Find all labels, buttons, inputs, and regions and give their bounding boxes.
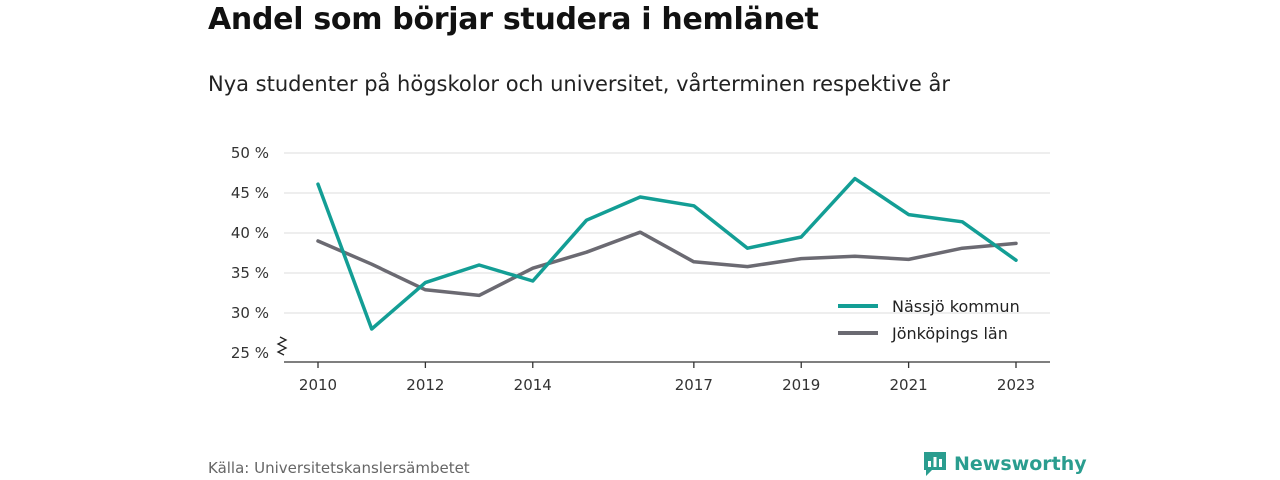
y-tick-label: 35 % bbox=[231, 264, 269, 282]
grid-lines bbox=[284, 152, 1050, 314]
series-lines bbox=[316, 176, 1018, 331]
axis-break-icon bbox=[276, 336, 288, 356]
y-tick-label: 45 % bbox=[231, 184, 269, 202]
x-tick-label: 2010 bbox=[299, 376, 337, 394]
chart-logo-icon bbox=[924, 452, 946, 476]
y-tick-label: 40 % bbox=[231, 224, 269, 242]
y-tick-label: 30 % bbox=[231, 304, 269, 322]
series-line-2 bbox=[316, 230, 1018, 298]
chart-subtitle: Nya studenter på högskolor och universit… bbox=[208, 72, 950, 96]
legend-label: Nässjö kommun bbox=[892, 297, 1020, 316]
brand-name: Newsworthy bbox=[954, 453, 1087, 475]
source-note: Källa: Universitetskanslersämbetet bbox=[208, 459, 470, 477]
brand-logo: Newsworthy bbox=[922, 450, 1087, 478]
x-tick-label: 2012 bbox=[406, 376, 444, 394]
y-tick-label: 50 % bbox=[231, 144, 269, 162]
y-axis-ticks: 25 % 30 % 35 % 40 % 45 % 50 % bbox=[231, 144, 288, 362]
x-tick-label: 2021 bbox=[890, 376, 928, 394]
chart-title: Andel som börjar studera i hemlänet bbox=[208, 2, 819, 37]
x-tick-label: 2023 bbox=[997, 376, 1035, 394]
x-tick-label: 2014 bbox=[514, 376, 552, 394]
x-axis: 2010 2012 2014 2017 2019 2021 2023 bbox=[284, 361, 1050, 394]
series-line-1 bbox=[316, 176, 1018, 331]
x-tick-label: 2019 bbox=[782, 376, 820, 394]
legend: Nässjö kommun Jönköpings län bbox=[838, 297, 1020, 343]
y-tick-label: 25 % bbox=[231, 344, 269, 362]
x-tick-label: 2017 bbox=[675, 376, 713, 394]
legend-label: Jönköpings län bbox=[891, 324, 1008, 343]
